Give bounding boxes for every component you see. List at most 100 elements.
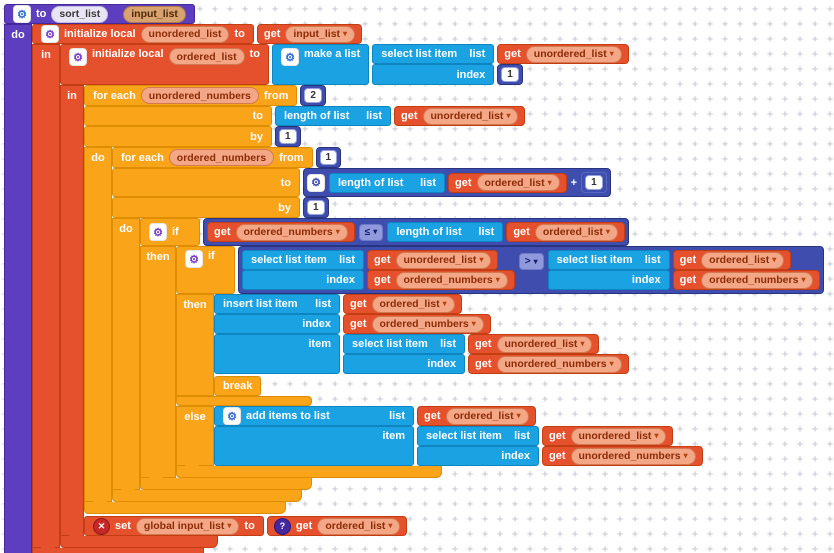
- get-variable-block[interactable]: get ordered_list ▾: [672, 250, 792, 270]
- number-block[interactable]: 2: [300, 85, 326, 106]
- make-a-list-block[interactable]: ⚙ make a list select list item list: [272, 44, 629, 85]
- mutator-gear-icon[interactable]: ⚙: [69, 48, 87, 66]
- dropdown-arrow-icon: ▾: [227, 521, 232, 530]
- for-each-ordered-block[interactable]: for each ordered_numbers from 1: [112, 147, 825, 502]
- warning-icon[interactable]: ?: [273, 517, 291, 535]
- slot-label-do: do: [84, 147, 112, 502]
- get-variable-block[interactable]: get ordered_numbers ▾: [343, 314, 491, 334]
- variable-dropdown[interactable]: ordered_list ▾: [476, 174, 560, 191]
- comparison-operator-dropdown[interactable]: ≤ ▾: [358, 223, 384, 241]
- mutator-gear-icon[interactable]: ⚙: [307, 173, 325, 192]
- global-variable-dropdown[interactable]: global input_list ▾: [135, 517, 240, 535]
- dropdown-arrow-icon: ▾: [605, 227, 610, 236]
- get-variable-block[interactable]: get ordered_list ▾: [506, 222, 625, 242]
- get-variable-block[interactable]: get ordered_numbers ▾: [672, 270, 821, 290]
- comparison-operator-dropdown[interactable]: > ▾: [518, 253, 544, 270]
- mutator-gear-icon[interactable]: ⚙: [13, 5, 31, 23]
- get-variable-block[interactable]: get unordered_numbers ▾: [542, 446, 703, 466]
- mutator-gear-icon[interactable]: ⚙: [185, 250, 203, 268]
- variable-dropdown[interactable]: ordered_list ▾: [534, 223, 618, 241]
- select-list-item-block[interactable]: select list item list get unordered_list ▾: [372, 44, 629, 85]
- variable-dropdown[interactable]: ordered_list ▾: [445, 407, 529, 425]
- number-block[interactable]: 1: [275, 126, 301, 147]
- variable-dropdown[interactable]: unordered_list ▾: [395, 251, 492, 269]
- variable-dropdown[interactable]: unordered_numbers ▾: [496, 355, 622, 373]
- mutator-gear-icon[interactable]: ⚙: [149, 223, 167, 241]
- dropdown-arrow-icon: ▾: [772, 255, 777, 264]
- get-variable-block[interactable]: get unordered_list ▾: [468, 334, 600, 354]
- dropdown-arrow-icon: ▾: [442, 299, 447, 308]
- get-variable-block[interactable]: get ordered_numbers ▾: [367, 270, 515, 290]
- variable-dropdown[interactable]: unordered_list ▾: [422, 107, 519, 125]
- get-variable-block[interactable]: get input_list ▾: [256, 24, 363, 44]
- comparison-block-gt[interactable]: select list item list get: [238, 246, 825, 294]
- procedure-name-field[interactable]: sort_list: [51, 5, 109, 23]
- loop-var-field[interactable]: unordered_numbers: [140, 87, 259, 104]
- number-block[interactable]: 1: [315, 147, 342, 168]
- dropdown-arrow-icon: ▾: [609, 359, 614, 368]
- variable-dropdown[interactable]: unordered_list ▾: [525, 45, 622, 63]
- variable-dropdown[interactable]: unordered_numbers ▾: [570, 447, 696, 465]
- variable-dropdown[interactable]: ordered_list ▾: [317, 517, 401, 535]
- select-list-item-block[interactable]: select list item list get: [242, 250, 515, 290]
- get-variable-block[interactable]: get unordered_list ▾: [394, 106, 526, 126]
- get-variable-block[interactable]: ? get ordered_list ▾: [266, 516, 408, 536]
- dropdown-arrow-icon: ▾: [516, 411, 521, 420]
- variable-dropdown[interactable]: ordered_numbers ▾: [395, 271, 508, 289]
- length-of-list-block[interactable]: length of list list get unordered_list ▾: [275, 106, 526, 126]
- initialize-local-unordered-block[interactable]: ⚙ initialize local unordered_list to get…: [32, 24, 825, 553]
- variable-dropdown[interactable]: input_list ▾: [285, 25, 356, 43]
- number-block[interactable]: 1: [581, 172, 607, 193]
- variable-dropdown[interactable]: unordered_list ▾: [496, 335, 593, 353]
- if-inner-block[interactable]: ⚙ if: [176, 246, 825, 478]
- variable-dropdown[interactable]: unordered_list ▾: [570, 427, 667, 445]
- loop-var-field[interactable]: ordered_numbers: [168, 149, 275, 166]
- error-icon[interactable]: ✕: [93, 517, 110, 535]
- add-items-to-list-block[interactable]: ⚙ add items to list list: [214, 406, 703, 466]
- variable-name-field[interactable]: unordered_list: [140, 25, 230, 43]
- get-variable-block[interactable]: get unordered_list ▾: [542, 426, 674, 446]
- select-list-item-block[interactable]: select list item list get: [417, 426, 703, 466]
- variable-name-field[interactable]: ordered_list: [168, 48, 245, 65]
- dropdown-arrow-icon: ▾: [506, 111, 511, 120]
- variable-dropdown[interactable]: ordered_list ▾: [371, 295, 455, 313]
- dropdown-arrow-icon: ▾: [495, 275, 500, 284]
- mutator-gear-icon[interactable]: ⚙: [281, 48, 300, 66]
- comparison-block-lte[interactable]: get ordered_numbers ▾ ≤ ▾: [203, 218, 629, 246]
- mutator-gear-icon[interactable]: ⚙: [223, 407, 241, 425]
- dropdown-arrow-icon: ▾: [471, 319, 476, 328]
- length-of-list-block[interactable]: length of list list get ordered_list ▾: [329, 172, 567, 193]
- plus-operator: +: [570, 176, 578, 189]
- dropdown-arrow-icon: ▾: [479, 255, 484, 264]
- slot-label-do: do: [112, 218, 140, 490]
- select-list-item-block[interactable]: select list item list get: [343, 334, 629, 374]
- length-of-list-block[interactable]: length of list list get: [387, 222, 625, 242]
- get-variable-block[interactable]: get ordered_list ▾: [448, 172, 567, 193]
- get-variable-block[interactable]: get unordered_numbers ▾: [468, 354, 629, 374]
- dropdown-arrow-icon: ▾: [388, 521, 393, 530]
- get-variable-block[interactable]: get unordered_list ▾: [367, 250, 499, 270]
- initialize-local-ordered-block[interactable]: ⚙ initialize local ordered_list to: [60, 44, 825, 548]
- if-inner-foot: [176, 462, 442, 478]
- get-variable-block[interactable]: get ordered_list ▾: [343, 294, 462, 314]
- variable-dropdown[interactable]: ordered_list ▾: [701, 251, 785, 269]
- procedure-block[interactable]: ⚙ to sort_list input_list do ⚙ initializ…: [4, 4, 825, 553]
- variable-dropdown[interactable]: ordered_numbers ▾: [701, 271, 814, 289]
- get-variable-block[interactable]: get ordered_numbers ▾: [207, 222, 355, 242]
- number-block[interactable]: 1: [303, 197, 329, 218]
- select-list-item-block[interactable]: select list item list get: [547, 250, 821, 290]
- get-variable-block[interactable]: get unordered_list ▾: [497, 44, 629, 64]
- mutator-gear-icon[interactable]: ⚙: [41, 25, 59, 43]
- for-each-unordered-block[interactable]: for each unordered_numbers from 2: [84, 85, 825, 514]
- if-outer-block[interactable]: ⚙ if: [140, 218, 825, 490]
- number-block[interactable]: 1: [497, 64, 523, 85]
- procedure-param-field[interactable]: input_list: [123, 5, 186, 23]
- insert-list-item-block[interactable]: insert list item list get: [214, 294, 629, 374]
- variable-dropdown[interactable]: ordered_numbers ▾: [235, 223, 348, 241]
- get-variable-block[interactable]: get ordered_list ▾: [417, 406, 536, 426]
- variable-dropdown[interactable]: ordered_numbers ▾: [371, 315, 484, 333]
- break-block[interactable]: break: [214, 376, 262, 396]
- set-global-block[interactable]: ✕ set global input_list ▾ to: [84, 516, 408, 536]
- addition-block[interactable]: ⚙ length of list list: [303, 168, 611, 197]
